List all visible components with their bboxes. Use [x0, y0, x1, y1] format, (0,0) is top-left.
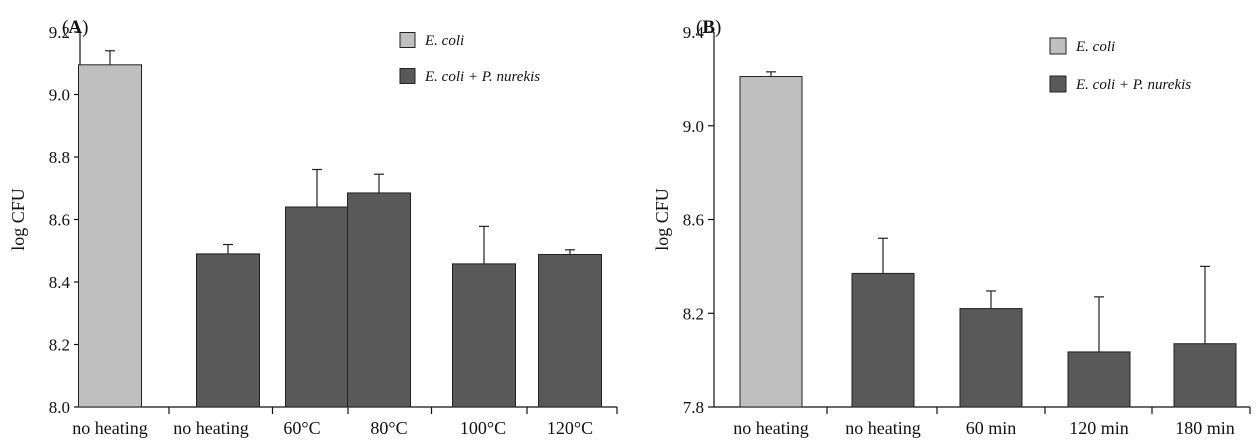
legend-swatch [399, 68, 416, 84]
x-tick-label: 120 min [1069, 418, 1129, 438]
x-tick-label: 60°C [283, 418, 320, 438]
panel-label: (A) [62, 17, 88, 38]
legend-label: E. coli [1075, 39, 1115, 55]
y-tick-label: 8.8 [49, 148, 70, 167]
bar [1067, 351, 1131, 408]
legend-label: E. coli [424, 33, 464, 49]
bar [1173, 343, 1237, 408]
bar [196, 253, 260, 408]
x-tick-label: 180 min [1175, 418, 1235, 438]
y-tick-label: 9.4 [683, 23, 705, 42]
x-tick-label: no heating [733, 418, 808, 438]
bar [452, 263, 516, 408]
y-tick-label: 8.2 [49, 336, 70, 355]
x-tick-label: 120°C [547, 418, 593, 438]
y-axis-label: log CFU [8, 188, 28, 251]
x-tick-label: 80°C [370, 418, 407, 438]
y-axis-label: log CFU [652, 188, 672, 251]
bar [285, 206, 349, 408]
chart-panel-b: 7.8 8.2 8.6 9.0 9.4 no heating no heating 60 mi… [652, 17, 1251, 438]
legend-label: E. coli + P. nurekis [1075, 77, 1191, 93]
y-tick-label: 8.6 [683, 211, 704, 230]
bar [347, 192, 411, 408]
x-tick-label: 100°C [460, 418, 506, 438]
bar [78, 64, 142, 408]
x-tick-label: no heating [72, 418, 147, 438]
y-tick-label: 9.2 [49, 23, 70, 42]
y-tick-label: 8.0 [49, 398, 70, 417]
x-tick-label: no heating [845, 418, 920, 438]
legend-swatch [1049, 37, 1067, 55]
y-tick-label: 8.2 [683, 304, 704, 323]
x-tick-label: 60 min [966, 418, 1017, 438]
y-tick-label: 8.6 [49, 211, 70, 230]
y-tick-label: 9.0 [49, 86, 70, 105]
bar [959, 308, 1023, 408]
y-tick-label: 9.0 [683, 117, 704, 136]
y-tick-label: 8.4 [49, 273, 71, 292]
y-tick-label: 7.8 [683, 398, 704, 417]
bar [739, 76, 803, 408]
legend-swatch [1049, 75, 1067, 93]
bar [851, 272, 915, 408]
bar [538, 254, 602, 408]
chart-panel-a: 8.0 8.2 8.4 8.6 8.8 9.0 9.2 no heating no heatin… [8, 17, 618, 438]
x-tick-label: no heating [173, 418, 248, 438]
panel-label: (B) [696, 17, 721, 38]
legend-swatch [399, 32, 416, 48]
legend-label: E. coli + P. nurekis [424, 69, 540, 85]
